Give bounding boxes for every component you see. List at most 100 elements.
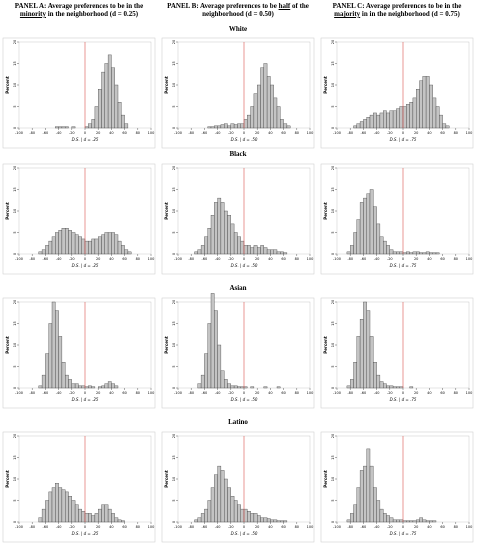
x-tick-label: 100 <box>466 525 473 529</box>
header-text: PANEL B: Average preferences to be <box>167 2 277 10</box>
y-tick-label: 20 <box>172 300 176 304</box>
bar <box>270 84 274 129</box>
header-text: PANEL C: Average preferences to be in th… <box>332 2 462 10</box>
y-tick-label: 5 <box>172 105 176 107</box>
bar <box>442 123 447 129</box>
x-tick-label: -60 <box>361 131 367 135</box>
x-tick-label: -40 <box>56 525 62 529</box>
x-tick-label: 0 <box>402 257 404 261</box>
bar <box>250 386 255 389</box>
bar <box>412 520 417 523</box>
bar <box>224 210 228 255</box>
bar <box>207 323 212 389</box>
x-tick-label: 40 <box>427 131 431 135</box>
bar <box>104 383 109 389</box>
bar <box>425 251 430 255</box>
bar <box>283 252 288 255</box>
header-emphasis: majority <box>334 10 361 18</box>
x-tick-label: 60 <box>440 131 444 135</box>
bar <box>233 124 238 129</box>
bar <box>220 202 225 255</box>
x-tick-label: -20 <box>387 391 393 395</box>
x-tick-label: 60 <box>281 525 285 529</box>
y-tick-label: 15 <box>172 61 176 65</box>
x-tick-label: -60 <box>43 391 49 395</box>
bar <box>363 465 367 523</box>
x-tick-label: 80 <box>295 525 299 529</box>
x-tick-label: 60 <box>440 391 444 395</box>
bar <box>237 504 241 523</box>
bar <box>207 126 212 129</box>
bar <box>263 386 268 389</box>
x-tick-label: -20 <box>228 257 234 261</box>
bar <box>71 232 76 255</box>
bar <box>263 63 268 129</box>
x-tick-label: 20 <box>414 525 418 529</box>
y-tick-label: 0 <box>172 253 176 255</box>
x-tick-label: 80 <box>136 391 140 395</box>
y-tick-label: 20 <box>331 300 335 304</box>
x-tick-label: 20 <box>414 391 418 395</box>
y-axis-label: Percent <box>5 470 10 488</box>
x-tick-label: -100 <box>333 257 341 261</box>
bar <box>416 89 420 129</box>
bar <box>107 54 112 129</box>
x-tick-label: 60 <box>122 257 126 261</box>
x-tick-label: 40 <box>109 257 113 261</box>
y-tick-label: 0 <box>13 253 17 255</box>
x-tick-label: -60 <box>202 131 208 135</box>
bar <box>243 245 248 255</box>
y-tick-label: 20 <box>13 434 17 438</box>
x-tick-label: 100 <box>148 391 155 395</box>
bar <box>94 513 99 523</box>
bar <box>78 385 82 389</box>
x-tick-label: 60 <box>281 391 285 395</box>
x-tick-label: 20 <box>255 257 259 261</box>
bar <box>58 230 63 255</box>
x-tick-label: 100 <box>466 257 473 261</box>
x-tick-label: 80 <box>295 257 299 261</box>
x-tick-label: -60 <box>361 525 367 529</box>
bar <box>55 232 59 255</box>
y-tick-label: 20 <box>172 434 176 438</box>
bar <box>379 508 384 523</box>
x-tick-label: -20 <box>69 525 75 529</box>
bar <box>383 240 387 255</box>
bar <box>81 385 86 389</box>
x-tick-label: -60 <box>43 525 49 529</box>
y-tick-label: 10 <box>331 477 335 481</box>
bar <box>432 520 437 523</box>
x-axis-label: D.S. | d = .50 <box>231 137 258 142</box>
bar <box>227 125 231 129</box>
bar <box>121 114 125 129</box>
x-tick-label: 20 <box>414 131 418 135</box>
x-tick-label: 100 <box>466 131 473 135</box>
x-tick-label: 100 <box>307 257 314 261</box>
bar <box>55 126 59 129</box>
bar <box>38 251 43 255</box>
bar <box>114 385 119 389</box>
x-tick-label: -60 <box>361 391 367 395</box>
bar <box>94 238 99 255</box>
bar <box>260 245 264 255</box>
bar <box>214 202 218 255</box>
bar <box>101 385 105 389</box>
bar <box>210 215 215 255</box>
bar <box>386 245 390 255</box>
x-tick-label: -80 <box>347 391 353 395</box>
bar <box>220 470 225 523</box>
bar <box>276 106 281 129</box>
y-axis-label: Percent <box>323 336 328 354</box>
x-axis-label: D.S. | d = .25 <box>72 397 99 402</box>
x-tick-label: 40 <box>427 525 431 529</box>
bar <box>373 487 377 523</box>
x-axis-label: D.S. | d = .50 <box>231 397 258 402</box>
bar <box>369 114 374 129</box>
y-tick-label: 5 <box>331 231 335 233</box>
bar <box>363 301 367 389</box>
x-tick-label: -20 <box>387 257 393 261</box>
bar <box>409 252 414 255</box>
y-tick-label: 5 <box>13 365 17 367</box>
bar <box>200 374 205 389</box>
